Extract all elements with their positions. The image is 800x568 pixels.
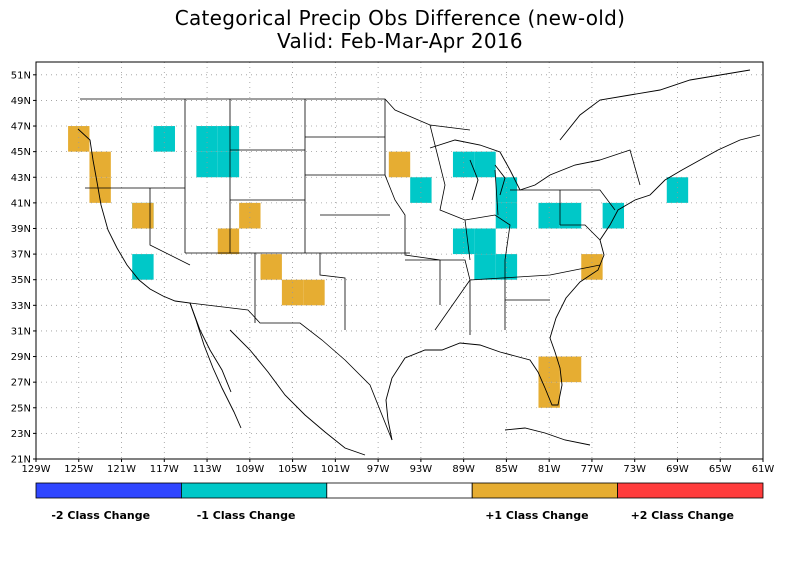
- longitude-label: 89W: [452, 464, 475, 475]
- minus1-cell: [217, 151, 240, 178]
- minus1-cell: [538, 202, 560, 229]
- minus1-cell: [495, 202, 518, 229]
- great-lakes: [429, 139, 601, 201]
- legend-swatch: [326, 482, 473, 499]
- longitude-label: 61W: [752, 464, 775, 475]
- map-outlines: [77, 69, 761, 456]
- minus1-cell: [410, 177, 432, 203]
- longitude-label: 125W: [64, 464, 93, 475]
- plus1-cell: [303, 279, 325, 306]
- plus1-cell: [217, 228, 240, 255]
- minus1-cell: [474, 254, 496, 280]
- legend-label: +1 Class Change: [485, 509, 588, 522]
- minus1-cell: [559, 202, 582, 229]
- longitude-label: 97W: [367, 464, 390, 475]
- state-borders: [80, 98, 641, 441]
- minus1-cell: [452, 151, 475, 178]
- color-legend: -2 Class Change -1 Class Change +1 Class C…: [35, 482, 764, 522]
- atlantic-coast: [549, 134, 761, 339]
- coastline-west: [77, 128, 242, 429]
- longitude-label: 69W: [666, 464, 689, 475]
- plus1-cell: [538, 356, 560, 383]
- legend-label: -2 Class Change: [51, 509, 150, 522]
- us-canada-border: [80, 98, 471, 131]
- map-title: Categorical Precip Obs Difference (new-o…: [174, 6, 626, 30]
- minus1-cell: [196, 126, 218, 152]
- plus1-cell: [239, 202, 261, 229]
- map-subtitle: Valid: Feb-Mar-Apr 2016: [277, 29, 523, 53]
- latitude-label: 37N: [11, 250, 31, 261]
- minus1-cell: [474, 151, 496, 178]
- latitude-label: 45N: [11, 147, 31, 158]
- cuba: [504, 427, 591, 446]
- minus1-cell: [474, 228, 496, 255]
- minus1-cell: [153, 126, 175, 152]
- latitude-label: 27N: [11, 378, 31, 389]
- longitude-label: 85W: [495, 464, 518, 475]
- difference-cells: [68, 126, 689, 408]
- longitude-label: 113W: [193, 464, 222, 475]
- legend-swatch: [35, 482, 182, 499]
- latitude-label: 33N: [11, 301, 31, 312]
- legend-swatch: [617, 482, 764, 499]
- latitude-label: 43N: [11, 173, 31, 184]
- latitude-label: 23N: [11, 429, 31, 440]
- longitude-label: 105W: [278, 464, 307, 475]
- latitude-label: 35N: [11, 275, 31, 286]
- plus1-cell: [260, 254, 282, 280]
- latitude-label: 25N: [11, 403, 31, 414]
- canada-coast: [559, 69, 751, 141]
- legend-swatch: [180, 482, 328, 499]
- latitude-label: 39N: [11, 224, 31, 235]
- latitude-label: 21N: [11, 455, 31, 466]
- latitude-label: 47N: [11, 122, 31, 133]
- longitude-label: 93W: [410, 464, 433, 475]
- minus1-cell: [217, 126, 240, 152]
- minus1-cell: [132, 254, 154, 280]
- minus1-cell: [602, 202, 625, 229]
- latitude-label: 49N: [11, 96, 31, 107]
- latitude-label: 51N: [11, 70, 31, 81]
- plus1-cell: [68, 126, 90, 152]
- plus1-cell: [559, 356, 582, 383]
- us-mexico-border: [189, 302, 393, 441]
- baja-inner-coast: [189, 302, 232, 393]
- longitude-label: 81W: [538, 464, 561, 475]
- plus1-cell: [388, 151, 411, 178]
- plus1-cell: [89, 177, 111, 203]
- minus1-cell: [196, 151, 218, 178]
- longitude-label: 117W: [150, 464, 179, 475]
- latitude-label: 31N: [11, 326, 31, 337]
- minus1-cell: [666, 177, 689, 203]
- longitude-label: 129W: [22, 464, 51, 475]
- legend-swatch: [471, 482, 619, 499]
- legend-label: -1 Class Change: [197, 509, 296, 522]
- plus1-cell: [538, 382, 560, 408]
- longitude-label: 77W: [581, 464, 604, 475]
- legend-label: +2 Class Change: [631, 509, 734, 522]
- minus1-cell: [495, 254, 518, 280]
- longitude-label: 101W: [321, 464, 350, 475]
- latitude-label: 41N: [11, 198, 31, 209]
- lat-lon-grid: [33, 62, 764, 462]
- longitude-label: 73W: [623, 464, 646, 475]
- plus1-cell: [132, 202, 154, 229]
- gulf-coast: [385, 337, 563, 441]
- longitude-labels: 129W 125W 121W 117W 113W 109W 105W 101W 97W 93W 89…: [22, 464, 775, 475]
- longitude-label: 121W: [107, 464, 136, 475]
- mexico-pacific-coast: [229, 329, 366, 456]
- latitude-label: 29N: [11, 352, 31, 363]
- minus1-cell: [495, 177, 518, 203]
- minus1-cell: [452, 228, 475, 255]
- latitude-labels: 21N 23N 25N 27N 29N 31N 33N 35N 37N 39N 41N 43N 45N 4…: [11, 70, 31, 465]
- longitude-label: 109W: [235, 464, 264, 475]
- longitude-label: 65W: [709, 464, 732, 475]
- plot-frame: [35, 61, 764, 460]
